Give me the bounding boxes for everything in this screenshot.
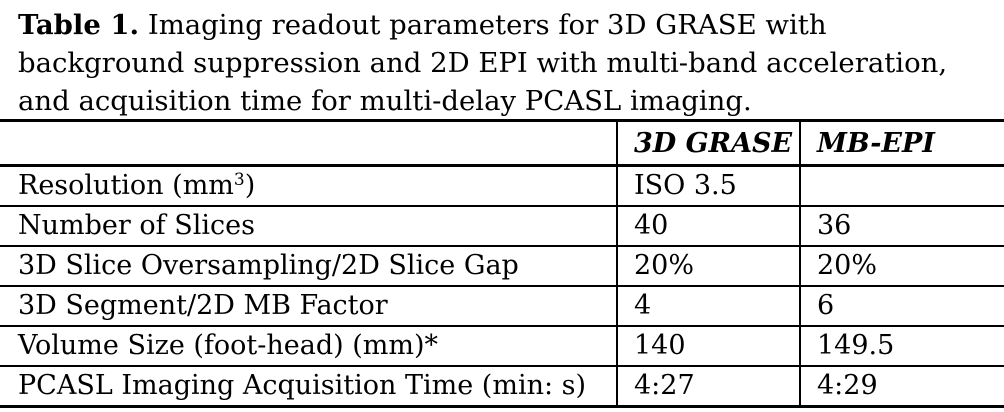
row-volume-param: Volume Size (foot-head) (mm)* bbox=[0, 326, 617, 367]
table-row: 3D Slice Oversampling/2D Slice Gap 20% 2… bbox=[0, 246, 1004, 287]
table-row: 3D Segment/2D MB Factor 4 6 bbox=[0, 286, 1004, 327]
table-row: Number of Slices 40 36 bbox=[0, 206, 1004, 247]
resolution-superscript: 3 bbox=[233, 170, 245, 190]
row-segment-epi: 6 bbox=[799, 286, 1004, 327]
row-time-grase: 4:27 bbox=[616, 366, 800, 408]
row-time-epi: 4:29 bbox=[799, 366, 1004, 408]
row-segment-param: 3D Segment/2D MB Factor bbox=[0, 286, 617, 327]
resolution-label: Resolution (mm bbox=[18, 170, 234, 201]
parameters-table: 3D GRASE MB-EPI Resolution (mm3) ISO 3.5… bbox=[0, 119, 1004, 408]
table-label: Table 1. bbox=[18, 9, 140, 41]
resolution-label-tail: ) bbox=[244, 170, 256, 201]
table-caption: Table 1. Imaging readout parameters for … bbox=[18, 6, 993, 120]
table-row: Volume Size (foot-head) (mm)* 140 149.5 bbox=[0, 326, 1004, 367]
caption-text: Imaging readout parameters for 3D GRASE … bbox=[18, 9, 948, 117]
table-row: PCASL Imaging Acquisition Time (min: s) … bbox=[0, 366, 1004, 408]
row-resolution-param: Resolution (mm3) bbox=[0, 165, 617, 207]
table-row: Resolution (mm3) ISO 3.5 bbox=[0, 165, 1004, 207]
row-slices-epi: 36 bbox=[799, 206, 1004, 247]
header-mb-epi: MB-EPI bbox=[799, 119, 1004, 167]
row-resolution-grase: ISO 3.5 bbox=[616, 165, 800, 207]
row-oversampling-epi: 20% bbox=[799, 246, 1004, 287]
table-header-row: 3D GRASE MB-EPI bbox=[0, 119, 1004, 167]
row-oversampling-param: 3D Slice Oversampling/2D Slice Gap bbox=[0, 246, 617, 287]
row-time-param: PCASL Imaging Acquisition Time (min: s) bbox=[0, 366, 617, 408]
row-oversampling-grase: 20% bbox=[616, 246, 800, 287]
header-3d-grase: 3D GRASE bbox=[616, 119, 800, 167]
row-slices-grase: 40 bbox=[616, 206, 800, 247]
row-volume-grase: 140 bbox=[616, 326, 800, 367]
row-resolution-epi bbox=[799, 165, 1004, 207]
header-parameter bbox=[0, 119, 617, 167]
row-segment-grase: 4 bbox=[616, 286, 800, 327]
row-volume-epi: 149.5 bbox=[799, 326, 1004, 367]
row-slices-param: Number of Slices bbox=[0, 206, 617, 247]
